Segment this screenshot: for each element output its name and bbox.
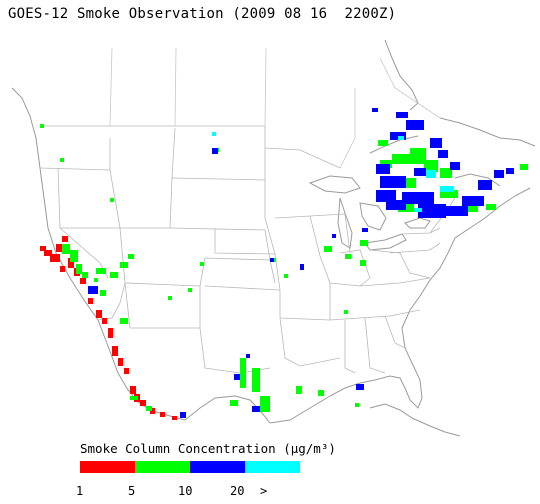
smoke-map [11, 39, 536, 437]
legend-tick-5: 5 [128, 484, 136, 498]
legend-colorbar [80, 461, 300, 473]
smoke-blue [88, 108, 514, 418]
smoke-cyan [212, 132, 454, 212]
canada-borders [109, 47, 441, 169]
legend-tick-10: 10 [178, 484, 193, 498]
coastline [11, 39, 536, 437]
legend-swatch-cyan [245, 461, 300, 473]
state-borders [39, 125, 456, 374]
legend-swatch-green [135, 461, 190, 473]
legend-title: Smoke Column Concentration (μg/m³) [80, 441, 336, 456]
legend-swatch-red [80, 461, 135, 473]
legend-swatch-blue [190, 461, 245, 473]
legend-tick-greater: > [260, 484, 268, 498]
legend-tick-20: 20 [230, 484, 245, 498]
map-title: GOES-12 Smoke Observation (2009 08 16 22… [8, 6, 397, 22]
legend-tick-1: 1 [76, 484, 84, 498]
